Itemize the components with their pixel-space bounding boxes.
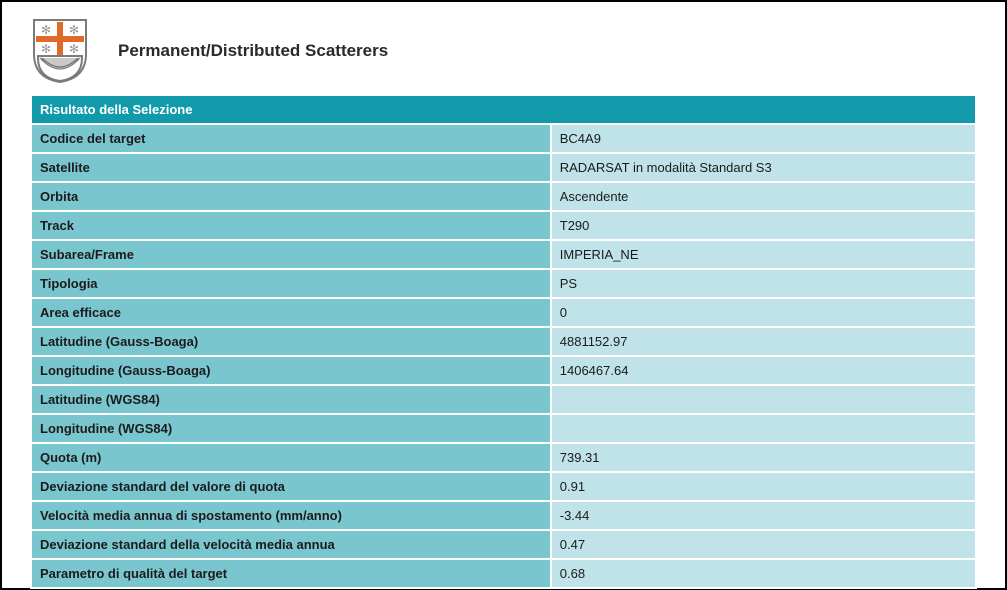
table-row: TrackT290	[31, 211, 976, 240]
table-row: TipologiaPS	[31, 269, 976, 298]
row-label: Longitudine (Gauss-Boaga)	[31, 356, 551, 385]
table-row: Codice del targetBC4A9	[31, 124, 976, 153]
row-label: Area efficace	[31, 298, 551, 327]
row-label: Deviazione standard della velocità media…	[31, 530, 551, 559]
table-section-header: Risultato della Selezione	[31, 95, 976, 124]
row-value: 4881152.97	[551, 327, 976, 356]
row-value: -3.44	[551, 501, 976, 530]
row-label: Parametro di qualità del target	[31, 559, 551, 588]
table-row: Latitudine (WGS84)	[31, 385, 976, 414]
table-row: Area efficace0	[31, 298, 976, 327]
row-label: Latitudine (Gauss-Boaga)	[31, 327, 551, 356]
svg-text:✻: ✻	[69, 42, 79, 56]
table-row: OrbitaAscendente	[31, 182, 976, 211]
table-row: Parametro di qualità del target0.68	[31, 559, 976, 588]
row-value: PS	[551, 269, 976, 298]
table-row: Deviazione standard della velocità media…	[31, 530, 976, 559]
table-body: Risultato della Selezione Codice del tar…	[31, 95, 976, 588]
row-value: T290	[551, 211, 976, 240]
svg-text:✻: ✻	[41, 23, 51, 37]
row-value: IMPERIA_NE	[551, 240, 976, 269]
selection-result-table: Risultato della Selezione Codice del tar…	[30, 94, 977, 589]
row-label: Satellite	[31, 153, 551, 182]
row-value: 0.47	[551, 530, 976, 559]
table-section-header-row: Risultato della Selezione	[31, 95, 976, 124]
table-row: SatelliteRADARSAT in modalità Standard S…	[31, 153, 976, 182]
header: ✻ ✻ ✻ ✻ Permanent/Distributed Scatterers	[30, 14, 977, 94]
svg-text:✻: ✻	[41, 42, 51, 56]
row-label: Deviazione standard del valore di quota	[31, 472, 551, 501]
table-row: Latitudine (Gauss-Boaga)4881152.97	[31, 327, 976, 356]
row-value: 1406467.64	[551, 356, 976, 385]
row-value: 739.31	[551, 443, 976, 472]
row-label: Quota (m)	[31, 443, 551, 472]
row-value: RADARSAT in modalità Standard S3	[551, 153, 976, 182]
region-liguria-logo: ✻ ✻ ✻ ✻	[30, 18, 90, 84]
row-label: Track	[31, 211, 551, 240]
table-row: Longitudine (Gauss-Boaga)1406467.64	[31, 356, 976, 385]
row-value: 0	[551, 298, 976, 327]
row-value: Ascendente	[551, 182, 976, 211]
row-value: 0.91	[551, 472, 976, 501]
row-label: Subarea/Frame	[31, 240, 551, 269]
table-row: Velocità media annua di spostamento (mm/…	[31, 501, 976, 530]
row-value	[551, 414, 976, 443]
row-label: Latitudine (WGS84)	[31, 385, 551, 414]
row-label: Velocità media annua di spostamento (mm/…	[31, 501, 551, 530]
table-row: Quota (m)739.31	[31, 443, 976, 472]
table-row: Subarea/FrameIMPERIA_NE	[31, 240, 976, 269]
row-value: 0.68	[551, 559, 976, 588]
page-title: Permanent/Distributed Scatterers	[118, 41, 388, 61]
row-label: Orbita	[31, 182, 551, 211]
table-row: Deviazione standard del valore di quota0…	[31, 472, 976, 501]
row-value	[551, 385, 976, 414]
table-row: Longitudine (WGS84)	[31, 414, 976, 443]
svg-text:✻: ✻	[69, 23, 79, 37]
row-label: Codice del target	[31, 124, 551, 153]
content-frame: ✻ ✻ ✻ ✻ Permanent/Distributed Scatterers…	[0, 0, 1007, 590]
row-label: Longitudine (WGS84)	[31, 414, 551, 443]
row-label: Tipologia	[31, 269, 551, 298]
row-value: BC4A9	[551, 124, 976, 153]
